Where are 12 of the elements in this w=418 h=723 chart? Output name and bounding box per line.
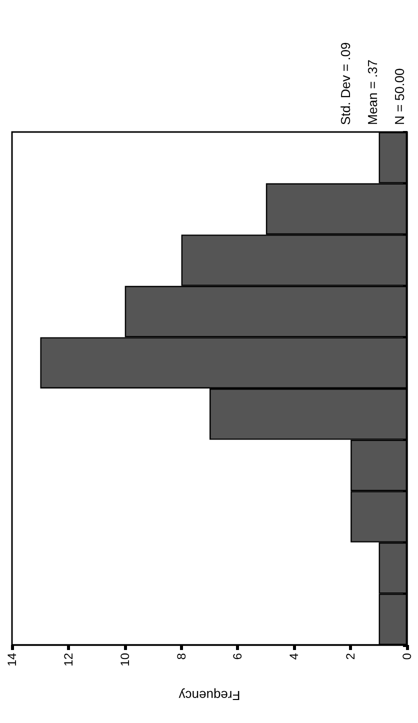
x-tick-label: 12: [61, 652, 76, 666]
x-tick-label: 8: [174, 652, 188, 660]
text: N = 50.00: [392, 68, 407, 125]
x-tick-label: 4: [287, 652, 302, 660]
text: Mean = .37: [365, 60, 380, 125]
x-tick-label: 10: [118, 652, 132, 666]
x-tick-label: 2: [344, 652, 358, 660]
x-axis-title: Frequency: [178, 688, 240, 703]
text: Std. Dev = .09: [338, 42, 353, 125]
x-tick-label: 14: [5, 652, 19, 666]
x-tick-label: 6: [230, 652, 245, 660]
x-tick-label: 0: [400, 652, 414, 660]
